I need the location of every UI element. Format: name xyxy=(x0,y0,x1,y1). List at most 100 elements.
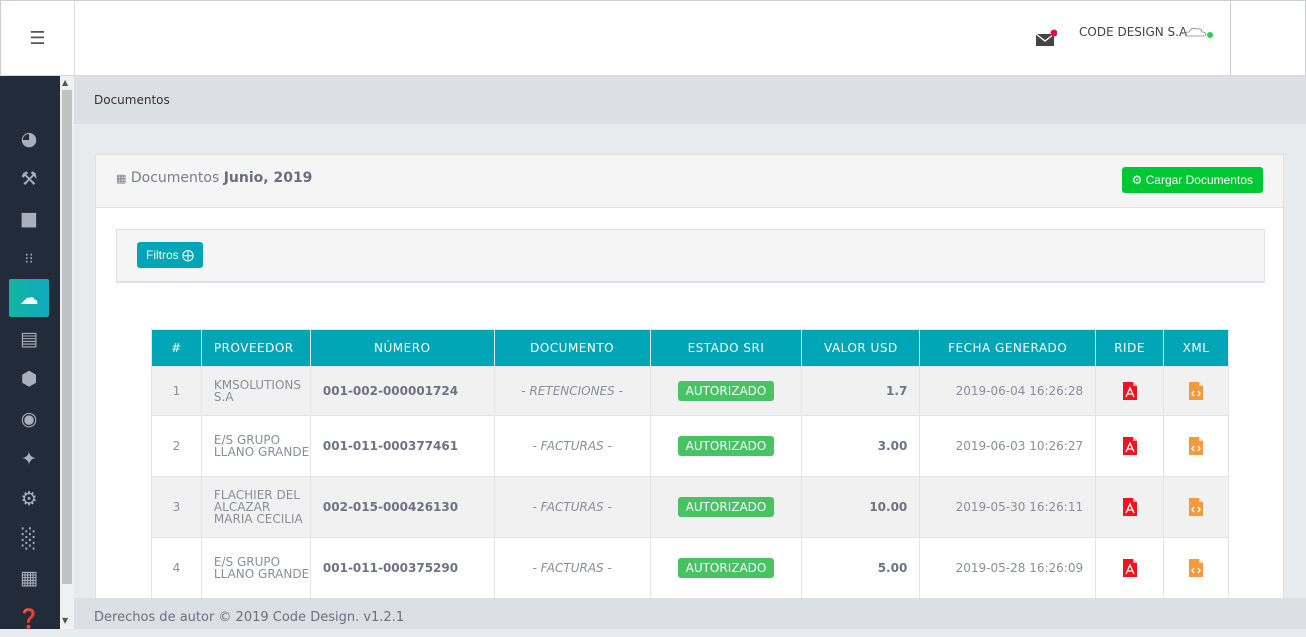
newspaper-icon[interactable]: ▤ xyxy=(20,328,38,350)
ride-cell xyxy=(1095,537,1165,599)
status-cell: AUTORIZADO xyxy=(649,476,803,538)
col-header: RIDE xyxy=(1095,329,1165,367)
col-header: DOCUMENTO xyxy=(493,329,651,367)
company-name[interactable]: CODE DESIGN S.A xyxy=(1079,25,1188,39)
row-number: 2 xyxy=(151,415,202,477)
status-cell: AUTORIZADO xyxy=(649,366,803,416)
documents-table: # PROVEEDOR NÚMERO DOCUMENTO ESTADO SRI … xyxy=(151,329,1229,599)
xml-cell xyxy=(1163,366,1229,416)
load-documents-label: Cargar Documentos xyxy=(1145,173,1253,187)
row-number: 4 xyxy=(151,537,202,599)
scrollbar-thumb[interactable] xyxy=(62,90,72,584)
col-header: ESTADO SRI xyxy=(649,329,803,367)
status-badge: AUTORIZADO xyxy=(677,497,775,517)
xml-cell xyxy=(1163,476,1229,538)
document-type: - FACTURAS - xyxy=(493,476,651,538)
provider: KMSOLUTIONS S.A xyxy=(200,366,311,416)
scroll-down-icon[interactable]: ▼ xyxy=(62,616,69,625)
filter-panel: Filtros ⨁ xyxy=(116,229,1265,283)
pdf-icon[interactable] xyxy=(1122,558,1138,578)
xml-file-icon[interactable] xyxy=(1188,381,1204,401)
pdf-icon[interactable] xyxy=(1122,436,1138,456)
grid-icon[interactable]: ⁝⁝ xyxy=(24,251,34,267)
dashboard-icon[interactable]: ◕ xyxy=(20,128,38,150)
bar-chart-icon[interactable]: ░ xyxy=(21,528,37,550)
table-row: 2 E/S GRUPO LLANO GRANDE 001-011-0003774… xyxy=(151,415,1229,477)
xml-file-icon[interactable] xyxy=(1188,436,1204,456)
status-cell: AUTORIZADO xyxy=(649,415,803,477)
amount: 5.00 xyxy=(801,537,921,599)
row-number: 1 xyxy=(151,366,202,416)
card-period: Junio, 2019 xyxy=(223,170,313,186)
status-badge: AUTORIZADO xyxy=(677,381,775,401)
sidebar-scrollbar[interactable]: ▲ ▼ xyxy=(60,76,74,629)
card-title: Documentos xyxy=(130,170,220,186)
ride-cell xyxy=(1095,476,1165,538)
filters-button[interactable]: Filtros ⨁ xyxy=(137,242,204,268)
status-badge: AUTORIZADO xyxy=(677,436,775,456)
ride-cell xyxy=(1095,366,1165,416)
amount: 10.00 xyxy=(801,476,921,538)
amount: 1.7 xyxy=(801,366,921,416)
table-row: 1 KMSOLUTIONS S.A 001-002-000001724 - RE… xyxy=(151,366,1229,416)
sidebar: ◕ ⚒ ■ ⁝⁝ ☁ ▤ ⬢ ◉ ✦ ⚙ ░ ▦ ❓ xyxy=(0,76,60,630)
company-logo xyxy=(1185,28,1213,38)
table-row: 3 FLACHIER DEL ALCAZAR MARIA CECILIA 002… xyxy=(151,476,1229,538)
cube-icon[interactable]: ⬢ xyxy=(20,368,38,390)
document-number: 002-015-000426130 xyxy=(309,476,495,538)
provider: E/S GRUPO LLANO GRANDE xyxy=(200,537,311,599)
generated-date: 2019-05-30 16:26:11 xyxy=(919,476,1097,538)
document-type: - FACTURAS - xyxy=(493,415,651,477)
provider: E/S GRUPO LLANO GRANDE xyxy=(200,415,311,477)
pdf-icon[interactable] xyxy=(1122,381,1138,401)
folder-icon[interactable]: ■ xyxy=(20,208,38,230)
col-header: # xyxy=(151,329,202,367)
generated-date: 2019-06-03 10:26:27 xyxy=(919,415,1097,477)
ride-cell xyxy=(1095,415,1165,477)
card-header: ▦ Documentos Junio, 2019 ⚙ Cargar Docume… xyxy=(96,155,1283,208)
help-icon[interactable]: ❓ xyxy=(17,607,41,630)
table-row: 4 E/S GRUPO LLANO GRANDE 001-011-0003752… xyxy=(151,537,1229,599)
users-icon[interactable]: ◉ xyxy=(20,408,38,430)
generated-date: 2019-05-28 16:26:09 xyxy=(919,537,1097,599)
breadcrumb: Documentos xyxy=(74,76,1306,124)
calendar-icon: ▦ xyxy=(116,172,127,185)
circle-plus-icon: ⨁ xyxy=(182,248,195,262)
document-number: 001-002-000001724 xyxy=(309,366,495,416)
status-cell: AUTORIZADO xyxy=(649,537,803,599)
load-documents-button[interactable]: ⚙ Cargar Documentos xyxy=(1121,167,1263,193)
col-header: XML xyxy=(1163,329,1229,367)
hammer-icon[interactable]: ⚒ xyxy=(20,168,38,190)
divider xyxy=(1230,1,1231,76)
document-type: - FACTURAS - xyxy=(493,537,651,599)
col-header: NÚMERO xyxy=(309,329,495,367)
provider: FLACHIER DEL ALCAZAR MARIA CECILIA xyxy=(200,476,311,538)
status-badge: AUTORIZADO xyxy=(677,558,775,578)
col-header: VALOR USD xyxy=(801,329,921,367)
pdf-icon[interactable] xyxy=(1122,497,1138,517)
col-header: FECHA GENERADO xyxy=(919,329,1097,367)
scroll-up-icon[interactable]: ▲ xyxy=(62,78,69,87)
gear-icon: ⚙ xyxy=(1131,173,1143,187)
settings-icon[interactable]: ⚙ xyxy=(20,488,38,510)
mail-icon[interactable] xyxy=(1035,29,1057,47)
book-icon[interactable]: ▦ xyxy=(20,567,38,589)
document-type: - RETENCIONES - xyxy=(493,366,651,416)
xml-cell xyxy=(1163,537,1229,599)
col-header: PROVEEDOR xyxy=(200,329,311,367)
top-bar: ☰ CODE DESIGN S.A xyxy=(0,0,1306,76)
cloud-check-icon[interactable]: ☁ xyxy=(9,279,49,317)
xml-file-icon[interactable] xyxy=(1188,558,1204,578)
row-number: 3 xyxy=(151,476,202,538)
hamburger-icon[interactable]: ☰ xyxy=(1,1,75,76)
documents-card: ▦ Documentos Junio, 2019 ⚙ Cargar Docume… xyxy=(95,154,1284,604)
footer: Derechos de autor © 2019 Code Design. v1… xyxy=(74,598,1306,629)
generated-date: 2019-06-04 16:26:28 xyxy=(919,366,1097,416)
person-icon[interactable]: ✦ xyxy=(21,448,37,470)
xml-file-icon[interactable] xyxy=(1188,497,1204,517)
document-number: 001-011-000375290 xyxy=(309,537,495,599)
amount: 3.00 xyxy=(801,415,921,477)
xml-cell xyxy=(1163,415,1229,477)
document-number: 001-011-000377461 xyxy=(309,415,495,477)
filters-label: Filtros xyxy=(146,248,179,262)
